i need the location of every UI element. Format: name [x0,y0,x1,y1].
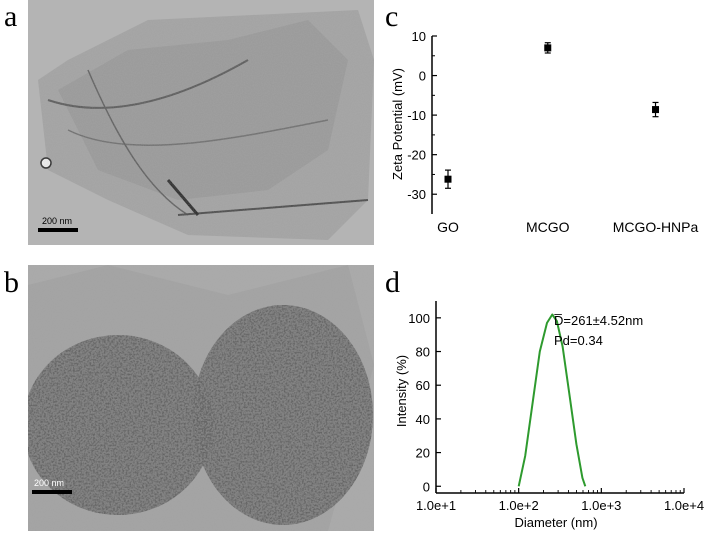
chart-d-xtick-label: 1.0e+1 [416,498,456,513]
chart-c-point [444,175,452,183]
scalebar-a [38,228,78,232]
chart-c-axes: 10 0 -10 -20 -30 GO MCGO MCGO-HNPa [407,29,698,235]
chart-c-point [652,106,660,114]
chart-c-ylabel: Zeta Potential (mV) [390,68,405,180]
scalebar-label-a: 200 nm [42,216,73,226]
panel-b-letter: b [4,266,19,299]
chart-c-ytick-label: -10 [407,108,426,123]
chart-c-category-label: GO [437,219,459,235]
chart-d-ytick-label: 40 [416,412,430,427]
tem-image-a-svg [28,0,374,245]
chart-c-ytick-label: 10 [412,29,426,44]
chart-d-annotation-pd: Pd=0.34 [554,333,603,348]
chart-d-ytick-label: 20 [416,446,430,461]
chart-d-ytick-label: 0 [423,479,430,494]
tem-image-nanoparticles: 200 nm [28,265,374,531]
chart-d-series-line [517,313,587,487]
chart-d-annotation-diameter: D̅=261±4.52nm [554,313,643,328]
chart-d-axes: 0 20 40 60 80 100 1.0e+1 1.0e+2 1.0e+3 1.0e+4 [408,301,704,513]
chart-d-marks [517,313,587,487]
chart-c-ytick-label: -30 [407,187,426,202]
chart-d-xtick-label: 1.0e+4 [664,498,704,513]
chart-d-xlabel: Diameter (nm) [514,515,597,530]
scalebar-b [32,490,72,494]
chart-d-ytick-label: 80 [416,345,430,360]
scalebar-label-b: 200 nm [34,478,65,488]
chart-c-point [544,44,552,52]
chart-d-ytick-label: 60 [416,378,430,393]
chart-d-ytick-label: 100 [408,311,430,326]
panel-c-letter: c [385,0,399,33]
chart-c-ytick-label: 0 [419,69,426,84]
chart-c-category-label: MCGO-HNPa [613,219,699,235]
panel-a-letter: a [4,0,18,33]
chart-d-xtick-label: 1.0e+2 [499,498,539,513]
tem-image-b-svg [28,265,374,531]
chart-d-ylabel: Intensity (%) [394,355,409,427]
chart-d-xtick-label: 1.0e+3 [581,498,621,513]
chart-c-marks [444,42,660,189]
chart-c-category-label: MCGO [526,219,570,235]
tem-image-graphene-oxide: 200 nm [28,0,374,245]
size-distribution-chart: 0 20 40 60 80 100 1.0e+1 1.0e+2 1.0e+3 1.0e+4 Int… [394,301,704,530]
zeta-potential-chart: 10 0 -10 -20 -30 GO MCGO MCGO-HNPa Zeta Potenti… [390,29,699,235]
panel-d-letter: d [385,266,400,299]
chart-c-ytick-label: -20 [407,148,426,163]
